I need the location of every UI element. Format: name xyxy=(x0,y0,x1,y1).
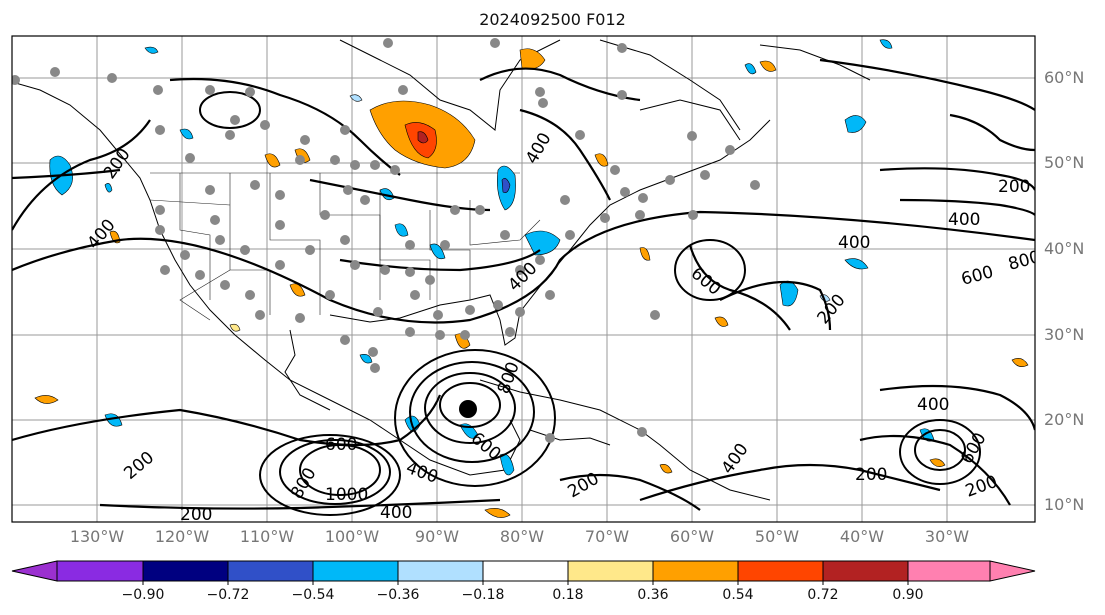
contour-label: 200 xyxy=(814,290,850,328)
contour-label: 600 xyxy=(959,262,996,290)
colorbar-label: −0.72 xyxy=(206,587,250,603)
colorbar-label: −0.54 xyxy=(291,587,335,603)
contour-label: 200 xyxy=(855,465,887,485)
contour-label: 400 xyxy=(917,395,949,415)
contour-label: 600 xyxy=(957,429,991,467)
colorbar-label: 0.36 xyxy=(637,587,669,603)
lon-label: 100°W xyxy=(324,527,380,546)
hurricane-contours xyxy=(199,91,981,516)
colorbar-label: 0.90 xyxy=(892,587,924,603)
contour-label: 600 xyxy=(325,435,357,455)
lon-label: 120°W xyxy=(154,527,210,546)
state-borders xyxy=(149,172,541,321)
colorbar xyxy=(11,560,1036,585)
contour-label: 800 xyxy=(1006,247,1043,275)
colorbar-label: −0.90 xyxy=(121,587,165,603)
contour-label: 400 xyxy=(948,210,980,230)
lon-label: 70°W xyxy=(584,527,630,546)
contour-label: 400 xyxy=(522,129,556,167)
contour-label: 200 xyxy=(180,505,212,525)
lon-label: 130°W xyxy=(69,527,125,546)
colorbar-label: 0.54 xyxy=(722,587,754,603)
colorbar-label: 0.18 xyxy=(552,587,584,603)
lon-label: 60°W xyxy=(669,527,715,546)
lon-label: 30°W xyxy=(924,527,970,546)
lat-label: 50°N xyxy=(1044,153,1085,172)
colorbar-label: −0.18 xyxy=(461,587,505,603)
contour-label: 200 xyxy=(963,472,1000,502)
lat-label: 10°N xyxy=(1044,495,1085,514)
lon-label: 80°W xyxy=(499,527,545,546)
lon-label: 50°W xyxy=(754,527,800,546)
positive-shading xyxy=(34,48,1029,518)
map-frame xyxy=(11,35,1036,523)
lon-label: 40°W xyxy=(839,527,885,546)
lon-label: 90°W xyxy=(414,527,460,546)
graticule xyxy=(12,36,1035,522)
storm-center-marker xyxy=(459,400,477,418)
contour-label: 800 xyxy=(494,359,524,396)
contour-label: 1000 xyxy=(325,485,368,505)
colorbar-high-arrow xyxy=(989,560,1036,582)
lat-label: 30°N xyxy=(1044,325,1085,344)
contour-label: 200 xyxy=(100,145,135,183)
contour-label: 200 xyxy=(565,469,603,503)
colorbar-label: −0.36 xyxy=(376,587,420,603)
lon-label: 110°W xyxy=(239,527,295,546)
contour-label: 400 xyxy=(84,215,120,253)
colorbar-low-arrow xyxy=(11,560,58,582)
contour-label: 400 xyxy=(838,233,870,253)
station-dots xyxy=(12,38,760,443)
lat-label: 40°N xyxy=(1044,239,1085,258)
negative-shading xyxy=(49,39,935,476)
height-contours xyxy=(12,58,1035,511)
contour-label: 200 xyxy=(998,177,1030,197)
lat-label: 20°N xyxy=(1044,410,1085,429)
chart-title: 2024092500 F012 xyxy=(479,10,626,29)
contour-label: 400 xyxy=(380,503,412,523)
contour-label: 200 xyxy=(120,448,158,484)
lat-label: 60°N xyxy=(1044,68,1085,87)
colorbar-label: 0.72 xyxy=(807,587,839,603)
contour-label: 800 xyxy=(287,464,321,502)
